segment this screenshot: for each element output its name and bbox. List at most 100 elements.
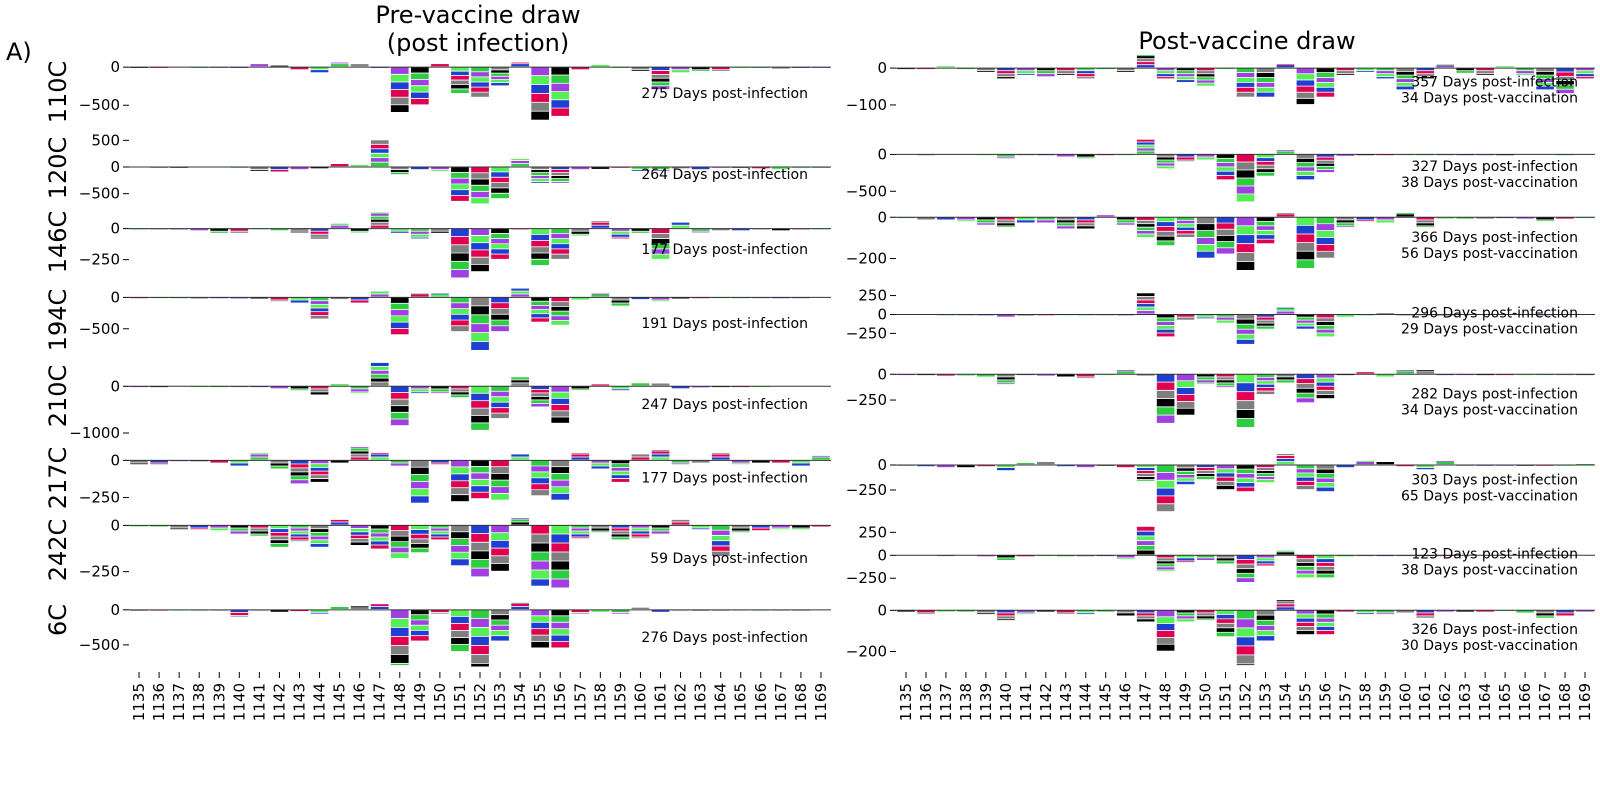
logo-column <box>1356 372 1375 374</box>
y-tick-label: 0 <box>110 58 120 76</box>
logo-letter <box>471 191 489 198</box>
logo-letter <box>1216 223 1235 229</box>
logo-letter <box>451 326 469 332</box>
logo-letter <box>1176 160 1195 162</box>
logo-column <box>1316 154 1335 173</box>
logo-letter <box>1236 637 1255 646</box>
logo-column <box>270 386 289 389</box>
logo-letter <box>571 167 590 170</box>
logo-column <box>1156 314 1175 337</box>
logo-letter <box>1156 154 1175 157</box>
logo-column <box>1076 610 1095 615</box>
logo-letter <box>752 525 770 528</box>
right-column-title: Post-vaccine draw <box>1138 27 1355 55</box>
y-tick-label: 0 <box>877 145 887 163</box>
logo-letter <box>1316 555 1335 559</box>
logo-column <box>511 454 529 460</box>
logo-letter <box>1136 310 1155 314</box>
logo-letter <box>330 519 349 522</box>
logo-letter <box>390 460 409 463</box>
logo-letter <box>711 457 730 460</box>
row-label: 6C <box>44 604 72 636</box>
logo-letter <box>370 537 389 541</box>
logo-column <box>1156 374 1175 423</box>
logo-column <box>1276 150 1295 154</box>
logo-letter <box>1156 236 1175 241</box>
logo-letter <box>390 82 409 90</box>
logo-letter <box>491 326 509 332</box>
logo-letter <box>451 89 469 93</box>
logo-letter <box>1556 68 1574 72</box>
logo-letter <box>1236 664 1255 666</box>
logo-letter <box>611 464 630 467</box>
logo-letter <box>551 392 570 398</box>
logo-column <box>491 609 509 641</box>
logo-letter <box>671 297 690 299</box>
logo-letter <box>997 68 1015 71</box>
logo-letter <box>390 663 409 666</box>
logo-letter <box>290 167 309 170</box>
logo-letter <box>997 154 1015 157</box>
logo-letter <box>1276 151 1295 154</box>
logo-column <box>1136 217 1155 237</box>
logo-letter <box>571 297 590 300</box>
logo-column <box>1017 555 1035 557</box>
logo-column <box>897 610 915 612</box>
logo-letter <box>1376 613 1395 615</box>
logo-column <box>290 167 309 170</box>
logo-letter <box>1196 154 1215 157</box>
logo-letter <box>1416 465 1435 468</box>
logo-letter <box>551 306 570 311</box>
logo-letter <box>491 70 509 73</box>
x-tick-label: 1152 <box>1237 683 1255 721</box>
logo-letter <box>491 254 509 259</box>
logo-letter <box>531 629 549 635</box>
logo-letter <box>411 98 429 105</box>
logo-letter <box>1256 468 1275 471</box>
logo-letter <box>370 144 389 149</box>
days-annotation: 282 Days post-infection 34 Days post-vacc… <box>1401 387 1578 419</box>
logo-letter <box>1156 472 1175 480</box>
logo-column <box>1176 610 1195 622</box>
logo-letter <box>471 479 489 486</box>
logo-column <box>591 460 610 469</box>
x-tick-label: 1141 <box>250 683 268 721</box>
logo-letter <box>370 374 389 378</box>
logo-column <box>310 67 329 73</box>
logo-letter <box>511 159 529 161</box>
logo-letter <box>1156 399 1175 407</box>
logo-column <box>1076 374 1095 379</box>
logo-letter <box>190 228 209 231</box>
logo-letter <box>1057 465 1075 467</box>
logo-letter <box>1296 481 1315 486</box>
logo-letter <box>1316 478 1335 483</box>
logo-letter <box>411 389 429 392</box>
logo-letter <box>1456 71 1474 73</box>
logo-letter <box>551 552 570 561</box>
logo-column <box>1216 154 1235 180</box>
logo-column <box>997 610 1015 621</box>
logo-column <box>491 67 509 86</box>
logo-letter <box>1236 374 1255 383</box>
logo-letter <box>591 384 610 386</box>
x-tick-label: 1166 <box>752 683 770 721</box>
logo-letter <box>431 389 449 392</box>
logo-letter <box>1336 555 1355 557</box>
logo-letter <box>310 525 329 529</box>
logo-letter <box>1316 333 1335 337</box>
annotation-line: 191 Days post-infection <box>641 316 808 332</box>
logo-column <box>1196 374 1215 385</box>
logo-letter <box>471 92 489 97</box>
logo-letter <box>1216 473 1235 477</box>
logo-letter <box>491 473 509 480</box>
logo-letter <box>1216 158 1235 163</box>
logo-column <box>1057 154 1075 157</box>
logo-letter <box>1256 165 1275 169</box>
logo-column <box>431 525 449 540</box>
logo-letter <box>997 314 1015 317</box>
logo-letter <box>611 475 630 479</box>
logo-letter <box>1096 610 1115 612</box>
logo-column <box>290 67 309 70</box>
logo-letter <box>551 249 570 254</box>
